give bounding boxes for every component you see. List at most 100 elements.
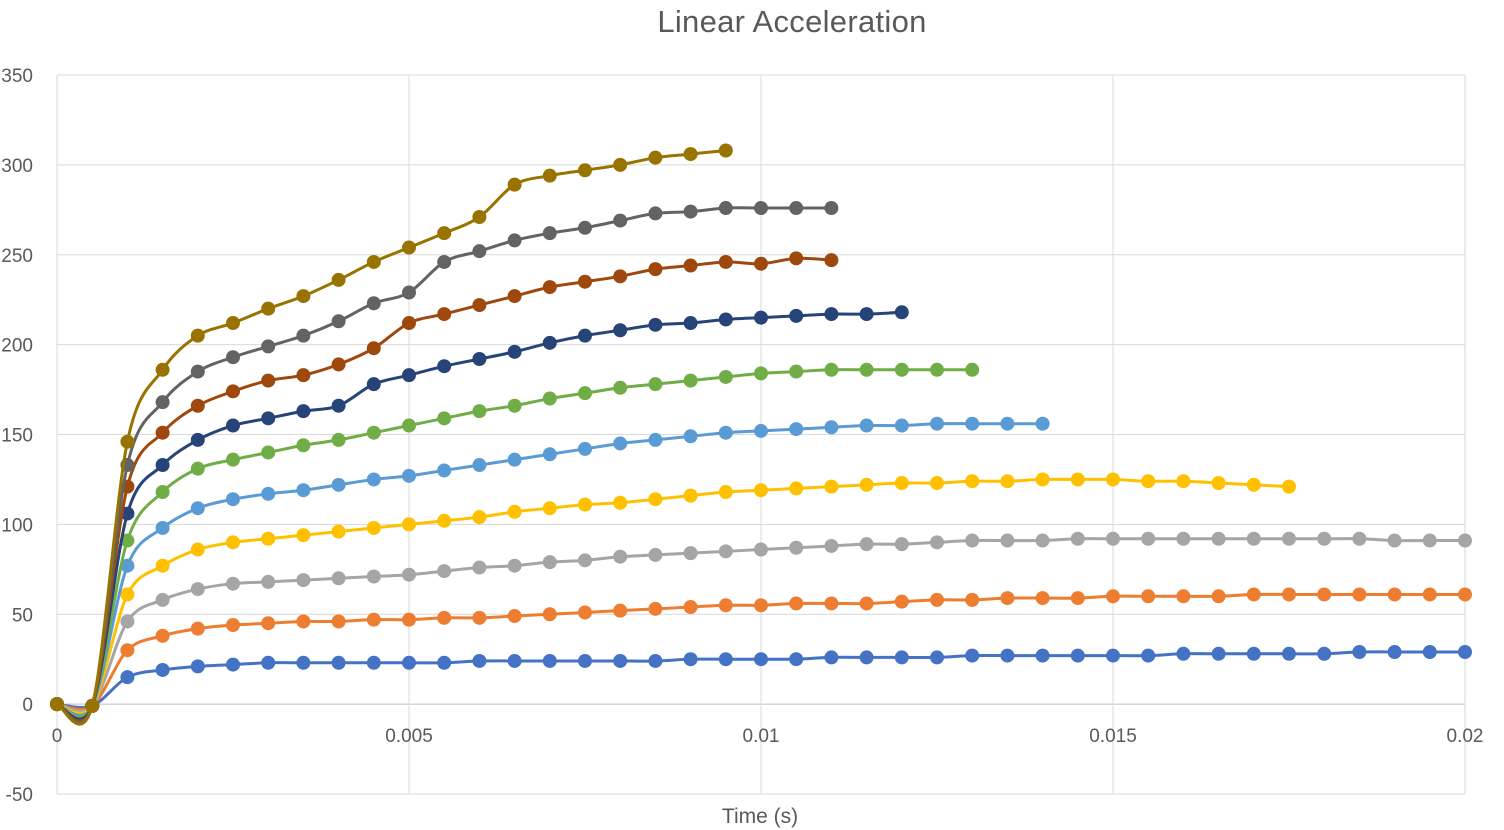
data-point bbox=[296, 368, 311, 383]
data-point bbox=[366, 425, 381, 440]
data-point bbox=[965, 533, 980, 548]
data-point bbox=[613, 436, 628, 451]
data-point bbox=[894, 418, 909, 433]
series-2 bbox=[50, 587, 1472, 713]
data-point bbox=[683, 546, 698, 561]
x-tick-label: 0.02 bbox=[1447, 726, 1484, 747]
data-point bbox=[190, 364, 205, 379]
data-point bbox=[1141, 589, 1156, 604]
data-point bbox=[542, 391, 557, 406]
data-point bbox=[718, 143, 733, 158]
data-point bbox=[472, 560, 487, 575]
data-point bbox=[789, 308, 804, 323]
series-7 bbox=[50, 305, 909, 721]
data-point bbox=[542, 447, 557, 462]
data-point bbox=[1106, 472, 1120, 487]
data-point bbox=[402, 285, 416, 300]
data-point bbox=[648, 492, 663, 507]
data-point bbox=[226, 384, 240, 399]
data-point bbox=[754, 598, 768, 613]
data-point bbox=[507, 558, 522, 573]
data-point bbox=[331, 655, 346, 670]
data-point bbox=[261, 616, 276, 631]
y-tick-label: 250 bbox=[1, 246, 33, 267]
data-point bbox=[754, 483, 768, 498]
data-point bbox=[1387, 587, 1402, 602]
data-point bbox=[1422, 587, 1437, 602]
data-point bbox=[789, 422, 804, 437]
data-point bbox=[824, 362, 839, 377]
gridlines bbox=[56, 74, 1466, 795]
data-point bbox=[1458, 644, 1472, 659]
data-point bbox=[613, 549, 628, 564]
data-point bbox=[789, 596, 804, 611]
data-point bbox=[437, 610, 452, 625]
data-point bbox=[930, 650, 944, 665]
data-point bbox=[859, 650, 874, 665]
data-point bbox=[965, 648, 980, 663]
data-point bbox=[190, 501, 205, 516]
data-point bbox=[331, 614, 346, 629]
data-point bbox=[930, 416, 944, 431]
data-point bbox=[789, 251, 804, 266]
data-point bbox=[965, 416, 980, 431]
data-point bbox=[155, 395, 170, 410]
data-point bbox=[542, 226, 557, 241]
data-point bbox=[296, 404, 311, 419]
data-point bbox=[1246, 477, 1261, 492]
data-point bbox=[1035, 591, 1050, 606]
data-point bbox=[894, 594, 909, 609]
data-point bbox=[437, 226, 452, 241]
x-tick-label: 0 bbox=[52, 726, 63, 747]
data-point bbox=[402, 517, 416, 532]
data-point bbox=[120, 533, 135, 548]
y-tick-label: 50 bbox=[12, 605, 33, 626]
data-point bbox=[507, 504, 522, 519]
data-point bbox=[507, 344, 522, 359]
data-point bbox=[437, 513, 452, 528]
data-point bbox=[718, 652, 733, 667]
data-point bbox=[296, 614, 311, 629]
data-point bbox=[472, 404, 487, 419]
data-point bbox=[507, 177, 522, 192]
data-point bbox=[824, 479, 839, 494]
data-point bbox=[472, 210, 487, 225]
data-point bbox=[683, 373, 698, 388]
data-point bbox=[683, 258, 698, 273]
data-point bbox=[190, 398, 205, 413]
data-point bbox=[507, 398, 522, 413]
data-point bbox=[683, 204, 698, 219]
data-point bbox=[1176, 474, 1191, 489]
data-point bbox=[859, 418, 874, 433]
data-point bbox=[789, 364, 804, 379]
data-point bbox=[155, 425, 170, 440]
data-point bbox=[824, 650, 839, 665]
x-tick-label: 0.005 bbox=[385, 726, 433, 747]
data-point bbox=[1106, 531, 1120, 546]
data-point bbox=[507, 452, 522, 467]
data-point bbox=[261, 411, 276, 426]
data-point bbox=[683, 429, 698, 444]
data-point bbox=[789, 652, 804, 667]
data-point bbox=[331, 314, 346, 329]
data-point bbox=[437, 307, 452, 322]
data-point bbox=[261, 339, 276, 354]
data-point bbox=[578, 220, 592, 235]
data-point bbox=[648, 653, 663, 668]
x-tick-label: 0.015 bbox=[1089, 726, 1137, 747]
data-point bbox=[402, 655, 416, 670]
data-point bbox=[1246, 531, 1261, 546]
data-point bbox=[648, 206, 663, 221]
x-tick-label: 0.01 bbox=[743, 726, 780, 747]
tick-labels: -50 0 50 100 150 200 250 300 350 0 0.005 0.01 0.015 0… bbox=[1, 66, 1483, 806]
data-point bbox=[1000, 533, 1015, 548]
data-point bbox=[120, 670, 135, 685]
data-point bbox=[613, 157, 628, 172]
data-point bbox=[1352, 587, 1367, 602]
data-point bbox=[718, 544, 733, 559]
data-point bbox=[472, 352, 487, 367]
data-point bbox=[155, 662, 170, 677]
data-point bbox=[648, 432, 663, 447]
data-point bbox=[1352, 531, 1367, 546]
data-point bbox=[894, 305, 909, 320]
